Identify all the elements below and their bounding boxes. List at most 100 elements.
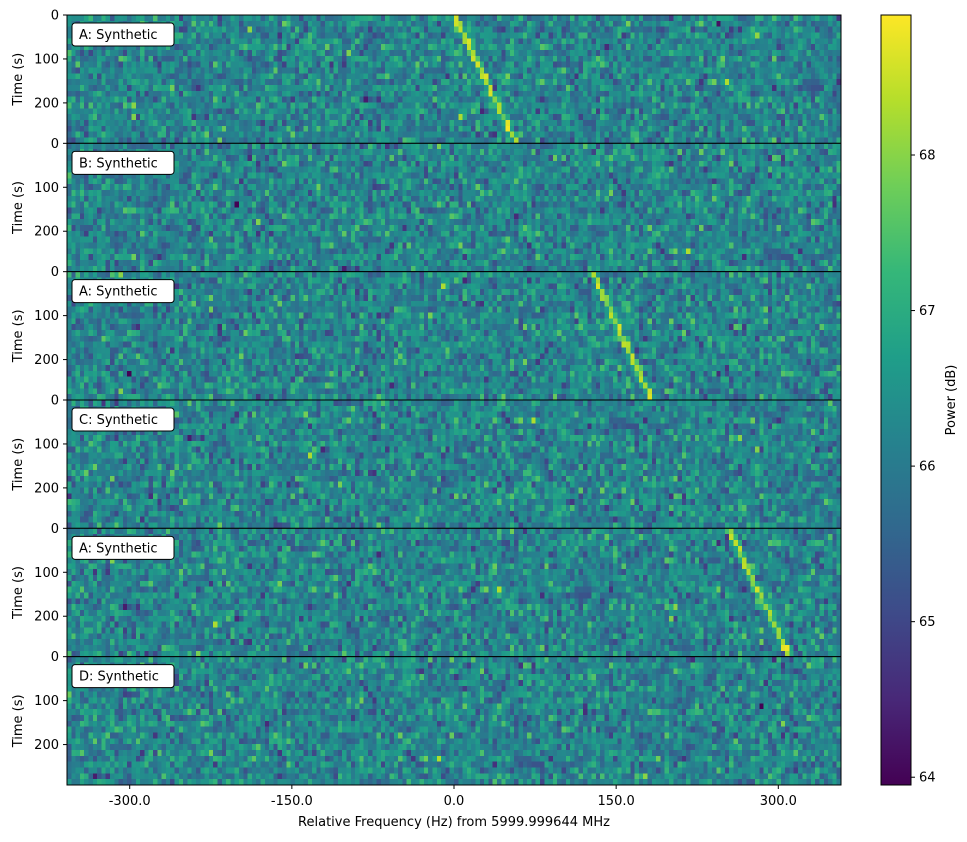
heatmap-cell xyxy=(334,62,339,68)
heatmap-cell xyxy=(678,38,683,44)
heatmap-cell xyxy=(359,79,364,85)
heatmap-cell xyxy=(213,79,218,85)
heatmap-cell xyxy=(321,97,326,103)
heatmap-cell xyxy=(832,73,837,79)
heatmap-cell xyxy=(746,79,751,85)
heatmap-cell xyxy=(824,79,829,85)
heatmap-cell xyxy=(321,73,326,79)
heatmap-cell xyxy=(544,56,549,62)
heatmap-cell xyxy=(140,56,145,62)
heatmap-cell xyxy=(777,15,782,21)
heatmap-cell xyxy=(84,97,89,103)
heatmap-cell xyxy=(669,33,674,39)
heatmap-cell xyxy=(282,91,287,97)
heatmap-cell xyxy=(811,56,816,62)
heatmap-cell xyxy=(557,85,562,91)
heatmap-cell xyxy=(458,56,463,62)
heatmap-cell xyxy=(351,79,356,85)
heatmap-cell xyxy=(635,44,640,50)
heatmap-cell xyxy=(536,50,541,56)
heatmap-cell xyxy=(364,33,369,39)
heatmap-cell xyxy=(669,27,674,33)
heatmap-cell xyxy=(471,73,476,79)
heatmap-cell xyxy=(549,68,554,74)
heatmap-cell xyxy=(643,79,648,85)
heatmap-cell xyxy=(686,21,691,27)
heatmap-cell xyxy=(230,56,235,62)
heatmap-cell xyxy=(566,62,571,68)
heatmap-cell xyxy=(785,56,790,62)
heatmap-cell xyxy=(669,38,674,44)
heatmap-cell xyxy=(605,91,610,97)
heatmap-cell xyxy=(183,33,188,39)
heatmap-cell xyxy=(226,97,231,103)
heatmap-cell xyxy=(222,38,227,44)
heatmap-cell xyxy=(265,79,270,85)
heatmap-cell xyxy=(815,38,820,44)
heatmap-cell xyxy=(450,79,455,85)
heatmap-cell xyxy=(351,68,356,74)
heatmap-cell xyxy=(342,85,347,91)
heatmap-cell xyxy=(454,38,459,44)
heatmap-cell xyxy=(144,68,149,74)
heatmap-cell xyxy=(338,38,343,44)
heatmap-cell xyxy=(579,21,584,27)
heatmap-cell xyxy=(342,38,347,44)
heatmap-cell xyxy=(738,15,743,21)
heatmap-cell xyxy=(574,79,579,85)
heatmap-cell xyxy=(622,73,627,79)
heatmap-cell xyxy=(587,21,592,27)
heatmap-cell xyxy=(192,73,197,79)
heatmap-cell xyxy=(273,79,278,85)
heatmap-cell xyxy=(175,62,180,68)
heatmap-cell xyxy=(175,91,180,97)
heatmap-cell xyxy=(506,50,511,56)
heatmap-cell xyxy=(605,85,610,91)
heatmap-cell xyxy=(256,21,261,27)
heatmap-cell xyxy=(531,68,536,74)
heatmap-cell xyxy=(669,68,674,74)
heatmap-cell xyxy=(420,15,425,21)
heatmap-cell xyxy=(738,56,743,62)
heatmap-cell xyxy=(334,97,339,103)
heatmap-cell xyxy=(553,79,558,85)
heatmap-cell xyxy=(764,73,769,79)
heatmap-cell xyxy=(385,38,390,44)
heatmap-cell xyxy=(781,79,786,85)
heatmap-cell xyxy=(136,56,141,62)
heatmap-cell xyxy=(755,79,760,85)
heatmap-cell xyxy=(519,15,524,21)
heatmap-cell xyxy=(583,56,588,62)
heatmap-cell xyxy=(136,68,141,74)
heatmap-cell xyxy=(381,97,386,103)
heatmap-cell xyxy=(811,91,816,97)
heatmap-cell xyxy=(648,15,653,21)
heatmap-cell xyxy=(497,21,502,27)
heatmap-cell xyxy=(544,68,549,74)
heatmap-cell xyxy=(377,44,382,50)
heatmap-cell xyxy=(510,91,515,97)
heatmap-cell xyxy=(673,56,678,62)
heatmap-cell xyxy=(751,50,756,56)
heatmap-cell xyxy=(703,56,708,62)
heatmap-cell xyxy=(269,33,274,39)
heatmap-cell xyxy=(815,68,820,74)
heatmap-cell xyxy=(243,44,248,50)
heatmap-cell xyxy=(734,15,739,21)
heatmap-cell xyxy=(605,21,610,27)
heatmap-cell xyxy=(239,50,244,56)
heatmap-cell xyxy=(321,27,326,33)
heatmap-cell xyxy=(480,27,485,33)
heatmap-cell xyxy=(424,68,429,74)
heatmap-cell xyxy=(67,50,72,56)
heatmap-cell xyxy=(76,68,81,74)
heatmap-cell xyxy=(239,79,244,85)
heatmap-cell xyxy=(411,27,416,33)
heatmap-cell xyxy=(777,38,782,44)
heatmap-cell xyxy=(691,50,696,56)
heatmap-cell xyxy=(755,68,760,74)
heatmap-cell xyxy=(338,50,343,56)
heatmap-cell xyxy=(570,15,575,21)
heatmap-cell xyxy=(652,73,657,79)
heatmap-cell xyxy=(458,68,463,74)
